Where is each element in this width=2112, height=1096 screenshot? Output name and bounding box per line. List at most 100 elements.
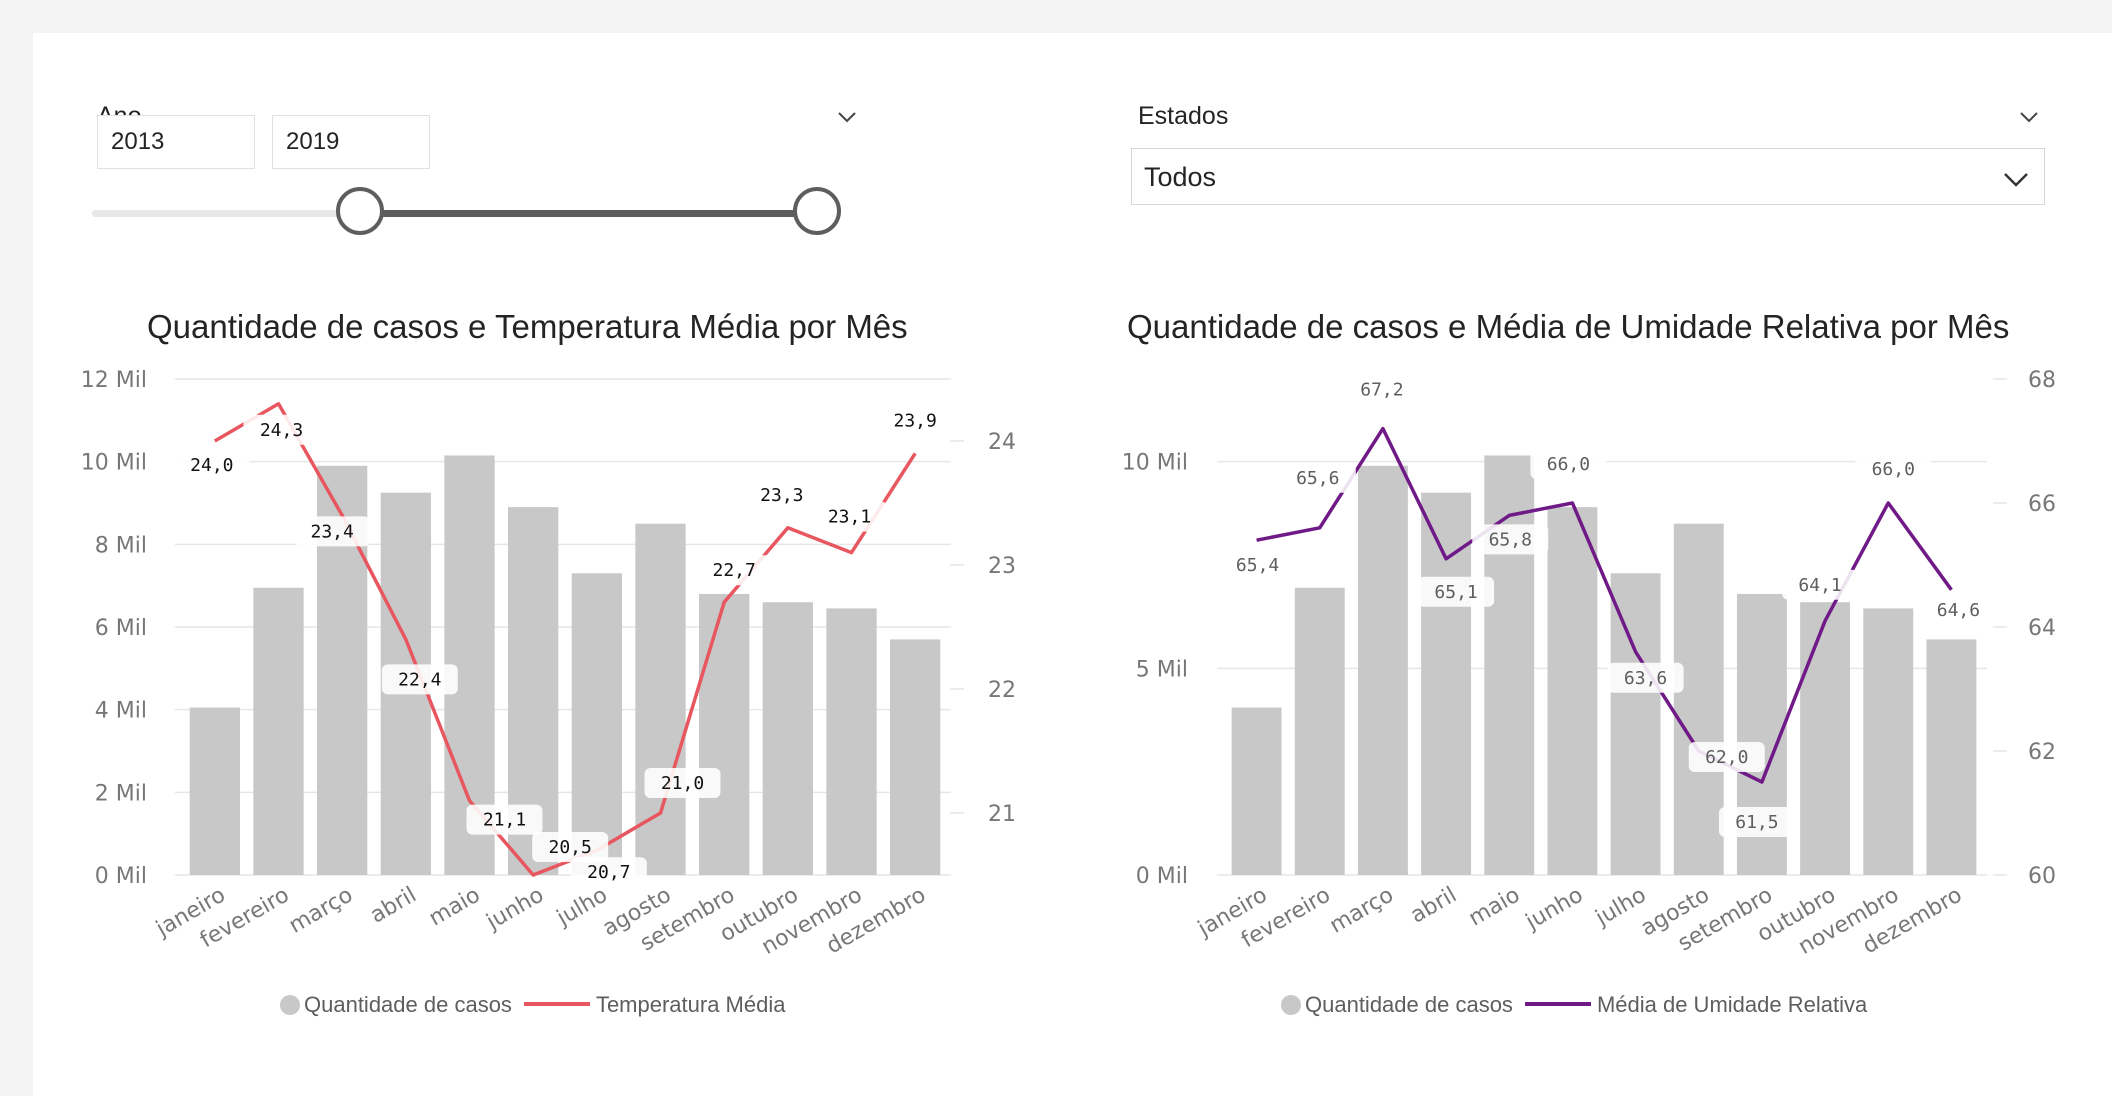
legend-line-label: Média de Umidade Relativa (1596, 992, 1868, 1017)
left-data-label-bg (644, 768, 721, 798)
right-data-label: 61,5 (1735, 812, 1778, 833)
left-y-right-tick-label: 23 (988, 554, 1016, 579)
left-data-label-bg (294, 516, 371, 547)
right-data-label: 64,6 (1937, 600, 1980, 621)
right-x-tick-label: abril (1406, 883, 1461, 929)
year-slider-range (360, 210, 817, 217)
legend-line-swatch (523, 1002, 590, 1006)
left-y-left-tick-label: 2 Mil (95, 781, 147, 806)
states-dropdown[interactable]: Todos (1131, 148, 2045, 205)
legend-bar-swatch (1281, 995, 1301, 1015)
year-slider-start-handle[interactable] (336, 187, 385, 235)
right-data-label-bg (1920, 594, 1997, 625)
right-x-tick-label: junho (1521, 883, 1588, 936)
left-data-label: 23,1 (828, 507, 871, 528)
left-line-series (213, 402, 917, 877)
left-bar-fevereiro (253, 587, 304, 875)
left-x-tick-label: março (285, 883, 357, 939)
right-x-tick-label: maio (1465, 883, 1525, 932)
right-data-label: 66,0 (1547, 454, 1590, 475)
left-data-label-bg (570, 857, 647, 888)
year-from-input[interactable]: 2013 (97, 115, 255, 169)
left-data-label: 23,3 (760, 485, 803, 506)
left-x-tick-label: junho (482, 883, 549, 936)
left-data-label-bg (877, 405, 954, 436)
left-bar-agosto (635, 523, 686, 875)
right-y-left-tick-label: 5 Mil (1136, 657, 1188, 682)
left-data-label: 24,3 (260, 420, 303, 441)
states-slicer-chevron-down-icon[interactable] (2018, 106, 2040, 128)
right-data-label: 65,1 (1434, 582, 1477, 603)
right-y-right-tick-label: 64 (2028, 616, 2056, 641)
left-y-left-tick-label: 12 Mil (81, 368, 147, 393)
left-bar-novembro (826, 608, 877, 875)
states-dropdown-value: Todos (1144, 162, 1217, 192)
right-data-label: 65,8 (1489, 529, 1532, 550)
left-x-tick-label: maio (425, 883, 485, 932)
right-bar-junho (1547, 507, 1598, 875)
right-bar-novembro (1863, 608, 1914, 875)
left-y-left-tick-label: 0 Mil (95, 864, 147, 889)
right-data-label-bg (1530, 449, 1607, 479)
right-y-right-tick-label: 62 (2028, 740, 2056, 765)
left-x-tick-label: abril (366, 883, 421, 929)
right-bar-agosto (1673, 523, 1724, 875)
left-y-right-tick-label: 24 (988, 430, 1016, 455)
states-dropdown-chevron-down-icon[interactable] (2002, 166, 2030, 194)
legend-bar-swatch (280, 995, 300, 1015)
right-bar-abril (1421, 492, 1472, 875)
right-data-label-bg (1219, 550, 1296, 581)
legend-line-swatch (1524, 1002, 1591, 1006)
year-slicer-chevron-down-icon[interactable] (836, 106, 858, 128)
left-chart-title: Quantidade de casos e Temperatura Média … (147, 308, 908, 345)
left-bar-outubro (762, 602, 813, 875)
right-data-label-bg (1855, 454, 1932, 484)
right-chart-legend: Quantidade de casos Média de Umidade Rela… (1281, 992, 1867, 1018)
left-data-label: 23,9 (893, 410, 936, 431)
left-data-label: 21,1 (483, 810, 526, 831)
right-bar-maio (1484, 455, 1535, 875)
left-bar-julho (571, 573, 622, 875)
left-y-right-tick-label: 22 (988, 678, 1016, 703)
left-bar-dezembro (890, 639, 941, 875)
left-y-right-tick-label: 21 (988, 802, 1016, 827)
right-data-label: 67,2 (1360, 380, 1403, 401)
left-data-label-bg (466, 804, 543, 835)
right-bar-dezembro (1926, 639, 1977, 875)
right-data-label: 65,6 (1296, 468, 1339, 489)
left-data-label: 23,4 (310, 521, 353, 542)
legend-bar-label: Quantidade de casos (304, 992, 512, 1017)
right-data-label-bg (1688, 742, 1765, 772)
left-data-label-bg (381, 664, 458, 695)
right-data-label-bg (1279, 462, 1356, 493)
left-data-label-bg (811, 501, 888, 532)
right-y-right-tick-label: 60 (2028, 864, 2056, 889)
left-data-label-bg (243, 414, 320, 445)
left-data-label-bg (532, 832, 609, 862)
left-data-label: 20,7 (587, 862, 630, 883)
year-to-input[interactable]: 2019 (272, 115, 430, 169)
right-bar-janeiro (1231, 707, 1282, 875)
left-y-left-tick-label: 8 Mil (95, 533, 147, 558)
right-y-right-tick-label: 66 (2028, 492, 2056, 517)
right-chart-title: Quantidade de casos e Média de Umidade R… (1127, 308, 2010, 345)
right-y-left-tick-label: 10 Mil (1122, 451, 1188, 476)
right-bar-março (1357, 465, 1408, 875)
right-data-label: 64,1 (1798, 575, 1841, 596)
left-bar-janeiro (189, 707, 240, 875)
right-data-label-bg (1782, 569, 1859, 600)
year-slider-end-handle[interactable] (793, 187, 841, 235)
right-bar-outubro (1800, 602, 1851, 875)
left-data-label: 20,5 (548, 837, 591, 858)
left-chart-legend: Quantidade de casos Temperatura Média (280, 992, 785, 1018)
right-bar-julho (1610, 573, 1661, 875)
right-data-label-bg (1718, 807, 1795, 837)
right-y-right-tick-label: 68 (2028, 368, 2056, 393)
left-y-left-tick-label: 10 Mil (81, 451, 147, 476)
left-data-label: 22,4 (398, 669, 441, 690)
right-data-label: 65,4 (1236, 555, 1279, 576)
left-data-label: 21,0 (661, 773, 704, 794)
right-data-label: 66,0 (1872, 459, 1915, 480)
